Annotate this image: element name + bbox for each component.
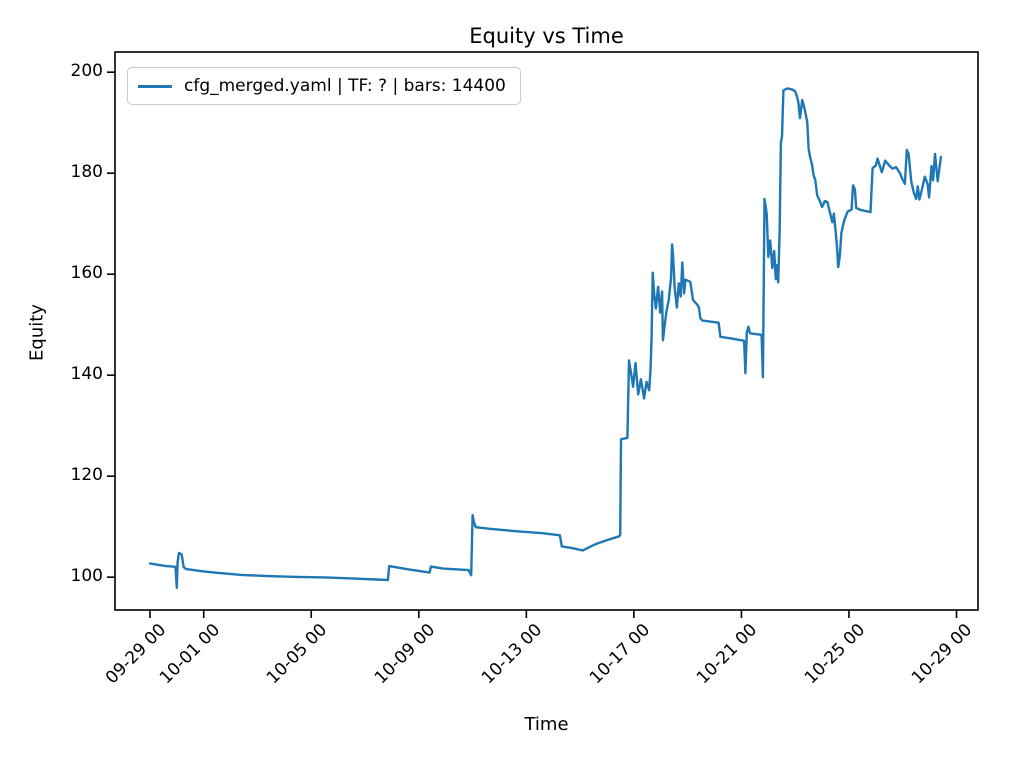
y-tick-label: 200	[70, 61, 103, 82]
legend-line-swatch-icon	[138, 84, 172, 88]
y-axis-label: Equity	[26, 304, 48, 361]
y-tick-label: 140	[70, 364, 103, 385]
axis-ticks	[107, 71, 958, 618]
chart-title: Equity vs Time	[469, 24, 624, 48]
y-tick-label: 120	[70, 465, 103, 486]
equity-line	[148, 87, 943, 589]
y-tick-label: 180	[70, 162, 103, 183]
series-lines	[148, 87, 943, 589]
y-tick-label: 160	[70, 263, 103, 284]
plot-border	[114, 51, 979, 611]
x-axis-label: Time	[524, 714, 569, 735]
legend: cfg_merged.yaml | TF: ? | bars: 14400	[127, 67, 521, 105]
y-tick-label: 100	[70, 566, 103, 587]
legend-label: cfg_merged.yaml | TF: ? | bars: 14400	[184, 76, 506, 96]
